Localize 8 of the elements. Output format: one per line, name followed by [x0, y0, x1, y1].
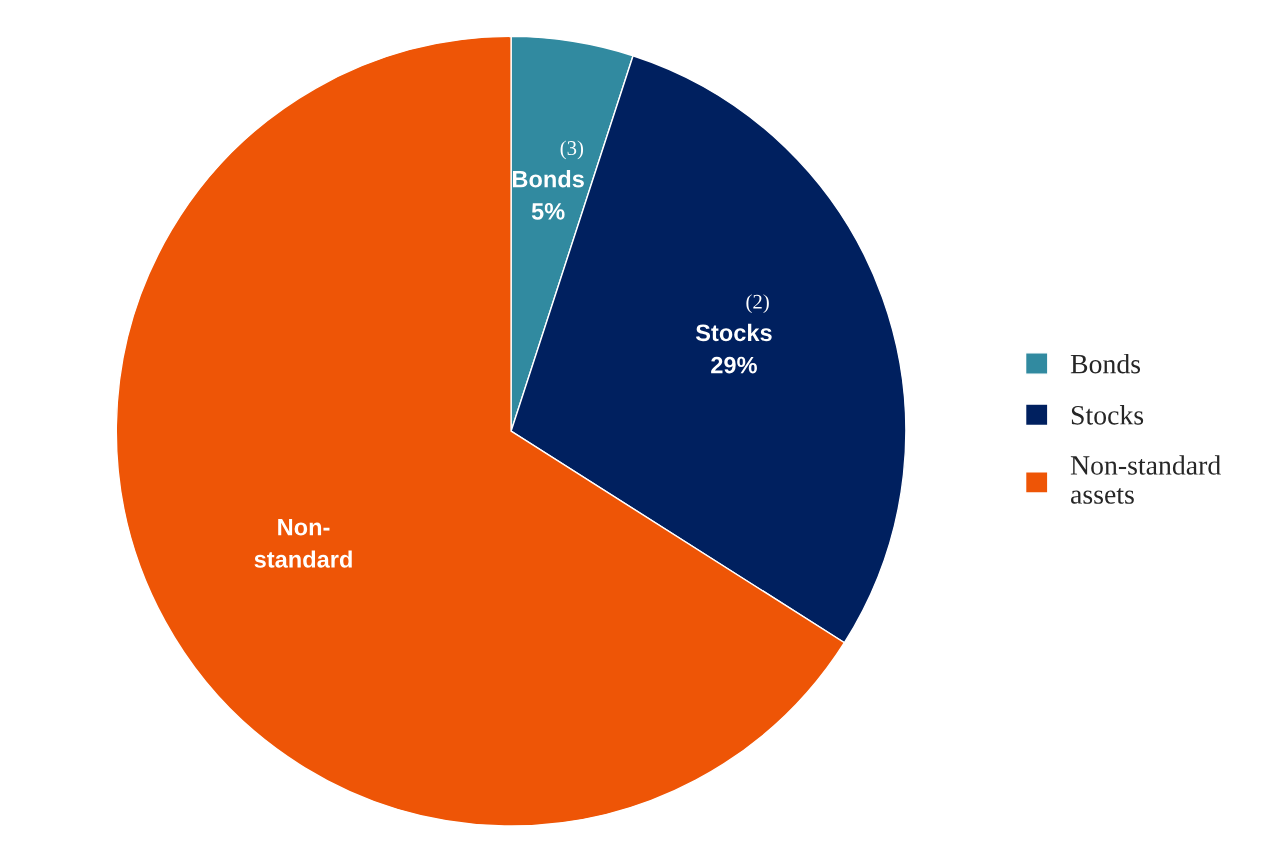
- data-label: Bonds 5%: [512, 170, 584, 220]
- data-label: Non- standard: [254, 519, 352, 568]
- text: (3): [560, 140, 584, 160]
- data-label: Stocks 29%: [695, 323, 772, 374]
- legend-label: Non-standard assets: [1070, 455, 1221, 504]
- legend-label: Stocks: [1071, 405, 1144, 425]
- text: (2): [746, 294, 769, 314]
- legend-label: Bonds: [1070, 353, 1141, 374]
